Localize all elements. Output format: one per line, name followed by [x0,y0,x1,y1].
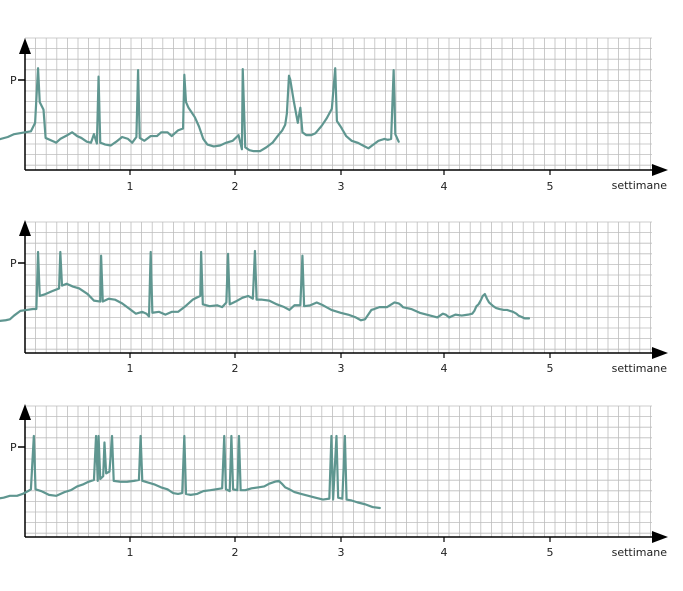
x-axis-label: settimane [612,179,668,192]
y-axis-label: P [10,257,17,270]
x-tick-label: 5 [547,362,554,375]
x-axis-arrow-icon [652,531,668,543]
x-tick-label: 4 [441,362,448,375]
x-axis-label: settimane [612,362,668,375]
x-axis-arrow-icon [652,347,668,359]
series-line [0,249,531,322]
x-tick-label: 2 [232,546,239,559]
x-tick-label: 3 [338,180,345,193]
series-line [0,434,381,510]
x-tick-label: 3 [338,546,345,559]
y-axis-arrow-icon [19,404,31,420]
chart-panel-2: P 1 2 3 4 5 settimane [0,220,668,375]
series-line [0,67,400,153]
y-axis-arrow-icon [19,38,31,54]
x-tick-label: 1 [127,180,134,193]
x-tick-label: 5 [547,180,554,193]
y-axis-arrow-icon [19,220,31,236]
x-tick-label: 4 [441,546,448,559]
x-tick-label: 1 [127,362,134,375]
chart-panel-3: P 1 2 3 4 5 settimane [0,404,668,559]
y-axis-label: P [10,74,17,87]
x-tick-label: 2 [232,362,239,375]
x-axis-arrow-icon [652,164,668,176]
x-tick-label: 2 [232,180,239,193]
x-axis-label: settimane [612,546,668,559]
y-axis-label: P [10,441,17,454]
x-tick-label: 3 [338,362,345,375]
grid-panel-1 [24,37,652,170]
x-tick-label: 5 [547,546,554,559]
x-tick-label: 1 [127,546,134,559]
chart-panel-1: P 1 2 3 4 5 settimane [0,37,668,193]
x-tick-label: 4 [441,180,448,193]
grid-panel-2 [24,221,652,353]
